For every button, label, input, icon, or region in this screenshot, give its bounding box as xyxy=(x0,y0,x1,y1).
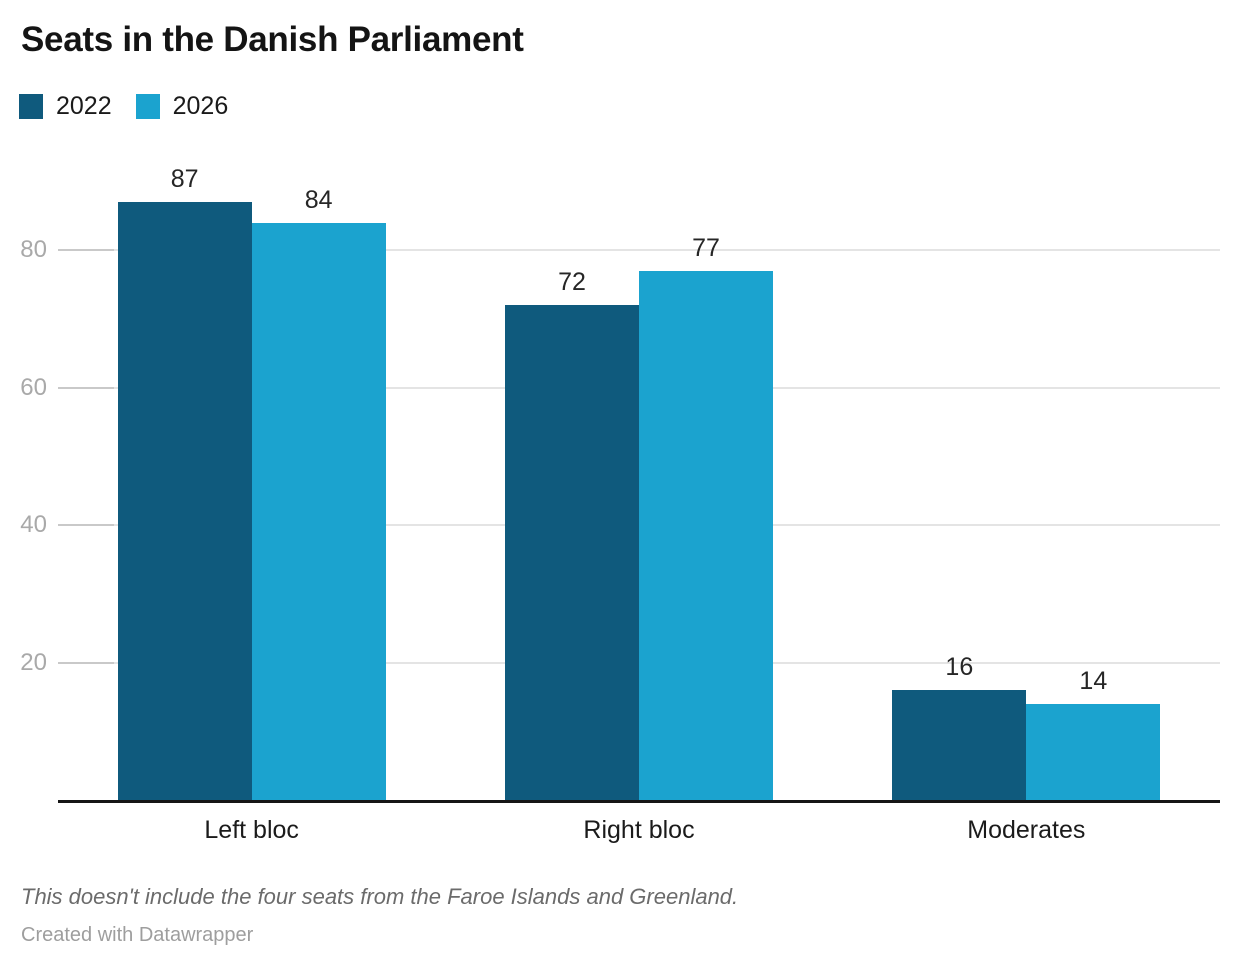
bar-2022-right-bloc[interactable] xyxy=(505,305,639,800)
value-label-2026-moderates: 14 xyxy=(1079,666,1108,695)
value-label-2026-right-bloc: 77 xyxy=(692,233,720,262)
y-tick-label-40: 40 xyxy=(20,511,47,538)
datawrapper-attribution: Created with Datawrapper xyxy=(21,924,254,946)
bar-2026-moderates[interactable] xyxy=(1026,703,1161,800)
tick-mark-60 xyxy=(58,386,114,389)
value-label-2022-left-bloc: 87 xyxy=(170,164,199,193)
value-label-2026-left-bloc: 84 xyxy=(304,185,333,214)
gridline-80 xyxy=(58,249,1220,251)
bar-2026-left-bloc[interactable] xyxy=(251,222,386,800)
bar-2022-moderates[interactable] xyxy=(892,690,1027,800)
legend-label-2022: 2022 xyxy=(56,92,112,120)
bar-2026-right-bloc[interactable] xyxy=(639,270,773,800)
y-tick-label-60: 60 xyxy=(20,373,47,401)
x-axis-line xyxy=(58,800,1220,803)
legend-swatch-2026 xyxy=(135,94,160,119)
value-label-2022-right-bloc: 72 xyxy=(558,268,586,296)
chart-title: Seats in the Danish Parliament xyxy=(21,20,524,59)
tick-mark-40 xyxy=(58,524,114,526)
bar-2022-left-bloc[interactable] xyxy=(117,201,252,800)
legend-swatch-2022 xyxy=(19,94,43,119)
y-tick-label-80: 80 xyxy=(20,236,47,263)
y-tick-label-20: 20 xyxy=(20,648,47,676)
category-label-moderates: Moderates xyxy=(967,816,1086,844)
chart-footnote: This doesn't include the four seats from… xyxy=(21,884,739,909)
tick-mark-80 xyxy=(58,249,114,251)
category-label-left-bloc: Left bloc xyxy=(204,816,299,844)
legend-item-2022: 2022 xyxy=(19,94,112,119)
tick-mark-20 xyxy=(58,661,114,664)
legend: 2022 2026 xyxy=(19,94,228,119)
category-label-right-bloc: Right bloc xyxy=(583,816,695,844)
plot-area: 20 40 60 80 87 84 Left bloc 72 77 Right bloc 16 14 M… xyxy=(0,140,1240,860)
legend-label-2026: 2026 xyxy=(172,92,229,120)
value-label-2022-moderates: 16 xyxy=(945,653,974,681)
legend-item-2026: 2026 xyxy=(135,92,229,120)
